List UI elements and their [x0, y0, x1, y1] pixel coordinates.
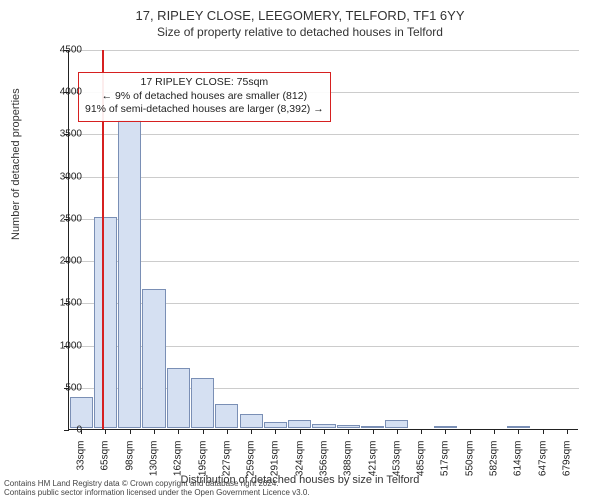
xtick-mark — [130, 429, 131, 434]
xtick-mark — [154, 429, 155, 434]
chart-area: 33sqm65sqm98sqm130sqm162sqm195sqm227sqm2… — [68, 50, 578, 430]
footer-line2: Contains public sector information licen… — [4, 489, 596, 498]
xtick-mark — [178, 429, 179, 434]
bar — [312, 424, 335, 428]
xtick-mark — [324, 429, 325, 434]
xtick-mark — [105, 429, 106, 434]
bar — [507, 426, 530, 428]
ytick-label: 1000 — [32, 340, 82, 351]
xtick-mark — [421, 429, 422, 434]
xtick-mark — [445, 429, 446, 434]
bar — [142, 289, 165, 428]
xtick-mark — [275, 429, 276, 434]
xtick-mark — [227, 429, 228, 434]
bar — [240, 414, 263, 428]
bar — [385, 420, 408, 428]
chart-title-line2: Size of property relative to detached ho… — [0, 23, 600, 39]
bar — [191, 378, 214, 428]
bar — [337, 425, 360, 428]
ytick-label: 4500 — [32, 45, 82, 56]
ytick-label: 2500 — [32, 213, 82, 224]
ytick-label: 4000 — [32, 87, 82, 98]
xtick-mark — [543, 429, 544, 434]
annotation-line1: 17 RIPLEY CLOSE: 75sqm — [85, 76, 324, 90]
gridline — [69, 261, 579, 262]
xtick-mark — [300, 429, 301, 434]
bar — [94, 217, 117, 428]
chart-title-line1: 17, RIPLEY CLOSE, LEEGOMERY, TELFORD, TF… — [0, 0, 600, 23]
gridline — [69, 134, 579, 135]
xtick-mark — [348, 429, 349, 434]
ytick-label: 500 — [32, 382, 82, 393]
ytick-label: 3000 — [32, 171, 82, 182]
bar — [361, 426, 384, 428]
gridline — [69, 50, 579, 51]
xtick-mark — [470, 429, 471, 434]
ytick-label: 2000 — [32, 256, 82, 267]
bar — [434, 426, 457, 428]
xtick-mark — [373, 429, 374, 434]
xtick-mark — [203, 429, 204, 434]
ytick-label: 1500 — [32, 298, 82, 309]
xtick-mark — [494, 429, 495, 434]
footer-attribution: Contains HM Land Registry data © Crown c… — [0, 478, 600, 500]
annotation-line2: ← 9% of detached houses are smaller (812… — [85, 90, 324, 104]
xtick-mark — [397, 429, 398, 434]
y-axis-label: Number of detached properties — [10, 88, 22, 240]
annotation-line3: 91% of semi-detached houses are larger (… — [85, 103, 324, 117]
gridline — [69, 177, 579, 178]
bar — [70, 397, 93, 428]
xtick-mark — [251, 429, 252, 434]
bar — [264, 422, 287, 428]
annotation-box: 17 RIPLEY CLOSE: 75sqm ← 9% of detached … — [78, 72, 331, 122]
ytick-label: 0 — [32, 425, 82, 436]
bar — [215, 404, 238, 428]
bar — [118, 120, 141, 428]
gridline — [69, 219, 579, 220]
xtick-mark — [567, 429, 568, 434]
bar — [288, 420, 311, 428]
bar — [167, 368, 190, 428]
ytick-label: 3500 — [32, 129, 82, 140]
xtick-mark — [518, 429, 519, 434]
